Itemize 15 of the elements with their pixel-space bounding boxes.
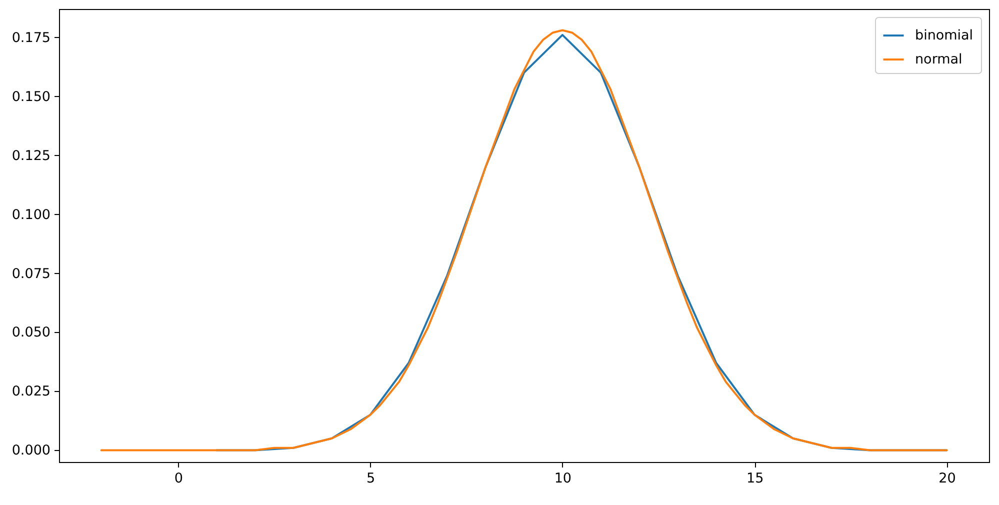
y-tick-label: 0.025 [12, 384, 50, 400]
legend-label: normal [915, 52, 962, 68]
x-tick-label: 5 [366, 470, 376, 486]
y-tick-label: 0.100 [12, 206, 50, 223]
y-tick-label: 0.075 [12, 266, 50, 282]
y-tick-label: 0.150 [12, 88, 50, 105]
x-tick-label: 10 [554, 470, 572, 486]
y-tick-label: 0.000 [12, 442, 50, 459]
x-tick-label: 20 [938, 470, 956, 486]
y-tick-label: 0.125 [12, 148, 50, 164]
legend-label: binomial [915, 28, 974, 44]
x-tick-label: 0 [174, 470, 183, 486]
y-tick-label: 0.050 [12, 324, 50, 341]
y-tick-label: 0.175 [12, 30, 50, 46]
x-tick-label: 15 [746, 470, 764, 486]
